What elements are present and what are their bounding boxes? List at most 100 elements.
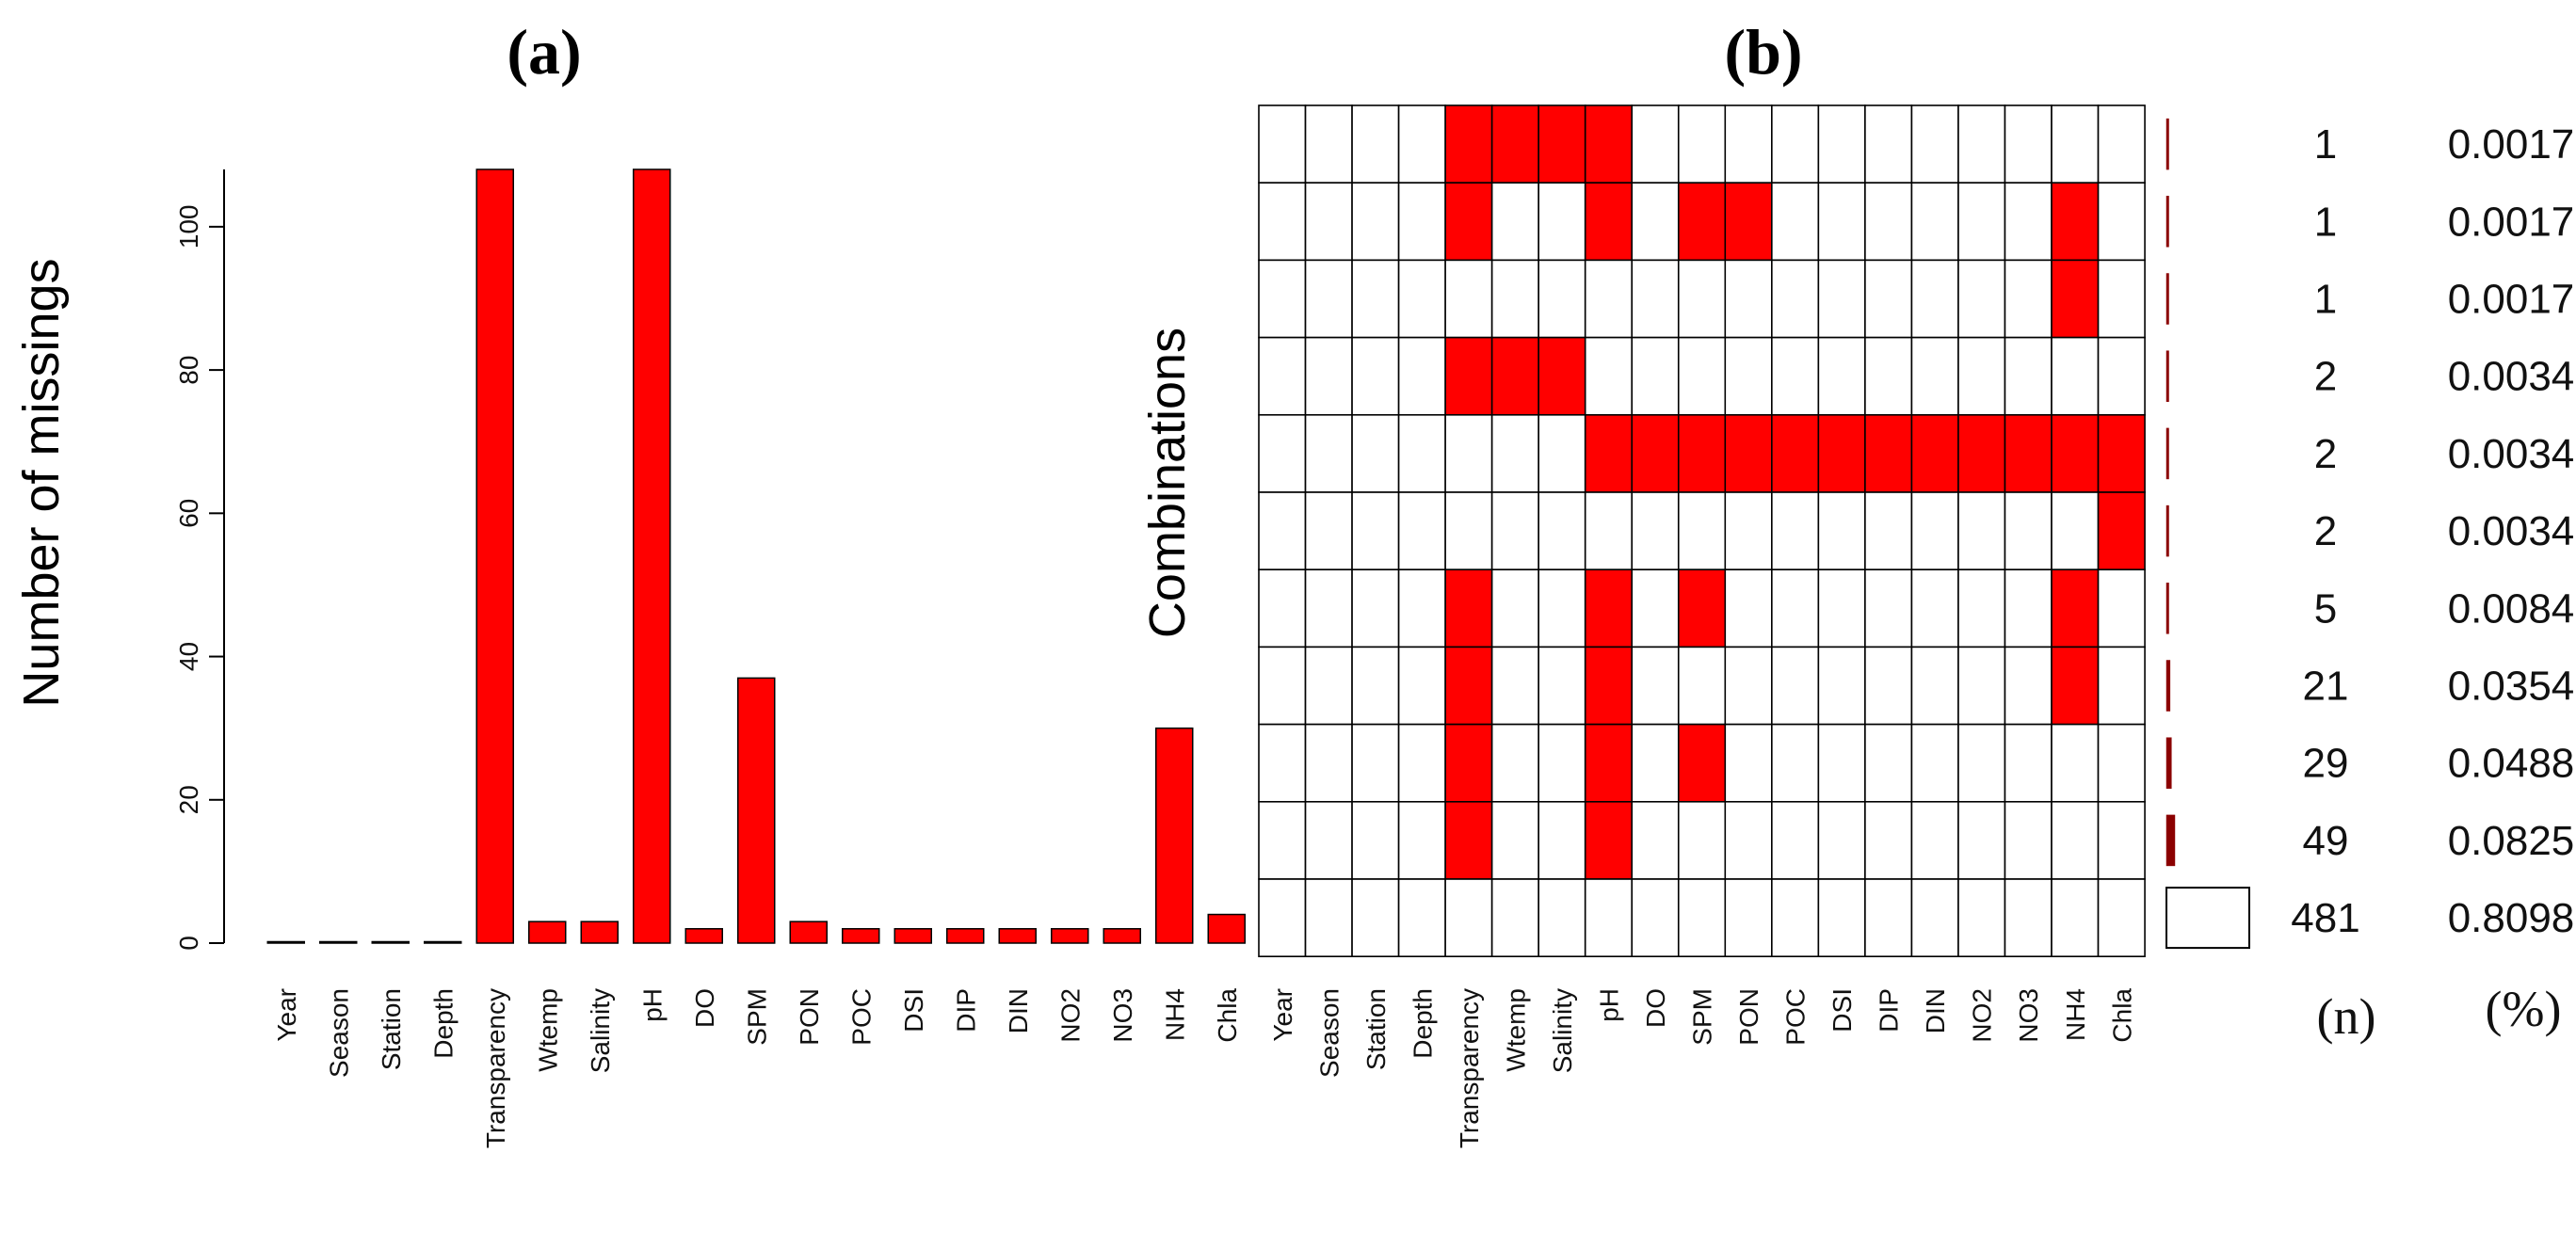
- present-cell: [2097, 646, 2146, 726]
- category-label: Year: [272, 988, 301, 1042]
- present-cell: [1538, 491, 1586, 570]
- percent-label: 0.0034: [2448, 431, 2575, 477]
- present-cell: [1258, 104, 1307, 184]
- present-cell: [2004, 491, 2053, 570]
- present-cell: [1817, 491, 1866, 570]
- present-cell: [1258, 568, 1307, 649]
- missing-cell: [1490, 104, 1539, 184]
- percent-column-header: (%): [2486, 981, 2562, 1037]
- present-cell: [1538, 646, 1586, 726]
- present-cell: [1677, 491, 1727, 570]
- present-cell: [1864, 646, 1913, 726]
- present-cell: [1864, 336, 1913, 416]
- present-cell: [1397, 568, 1446, 649]
- count-bar: [2165, 273, 2169, 325]
- present-cell: [2097, 800, 2146, 880]
- present-cell: [1490, 646, 1539, 726]
- missing-cell: [1817, 413, 1866, 493]
- variable-label: PON: [1734, 988, 1763, 1046]
- category-label: Station: [377, 988, 406, 1070]
- present-cell: [1258, 723, 1307, 803]
- count-label: 1: [2314, 277, 2337, 323]
- y-axis-label: Number of missings: [13, 258, 70, 707]
- missing-cell: [1584, 800, 1634, 880]
- present-cell: [1957, 723, 2006, 803]
- count-bar: [2165, 118, 2169, 170]
- percent-label: 0.8098: [2448, 895, 2575, 941]
- present-cell: [1444, 259, 1493, 339]
- present-cell: [1304, 182, 1353, 262]
- variable-label: Wtemp: [1501, 988, 1530, 1072]
- category-label: pH: [637, 988, 667, 1022]
- present-cell: [1724, 568, 1773, 649]
- present-cell: [1957, 104, 2006, 184]
- present-cell: [1817, 800, 1866, 880]
- bar-pon: [789, 921, 828, 944]
- present-cell: [1304, 800, 1353, 880]
- present-cell: [2004, 568, 2053, 649]
- count-label: 1: [2314, 121, 2337, 168]
- missing-cell: [1538, 336, 1586, 416]
- variable-label: Station: [1361, 988, 1391, 1070]
- present-cell: [1351, 104, 1400, 184]
- present-cell: [1677, 259, 1727, 339]
- present-cell: [1397, 646, 1446, 726]
- missing-cell: [2051, 182, 2100, 262]
- bar-dip: [946, 928, 985, 944]
- bar-transparency: [475, 168, 514, 944]
- present-cell: [1584, 336, 1634, 416]
- present-cell: [2051, 491, 2100, 570]
- present-cell: [1397, 491, 1446, 570]
- present-cell: [1864, 568, 1913, 649]
- percent-label: 0.0017: [2448, 199, 2575, 245]
- present-cell: [1724, 104, 1773, 184]
- present-cell: [1397, 182, 1446, 262]
- variable-label: NH4: [2061, 988, 2090, 1041]
- missing-cell: [1584, 413, 1634, 493]
- present-cell: [1444, 413, 1493, 493]
- present-cell: [1631, 800, 1680, 880]
- count-bar: [2165, 660, 2171, 712]
- bar-salinity: [580, 921, 619, 944]
- combination-grid: [1258, 104, 2146, 957]
- present-cell: [1538, 568, 1586, 649]
- percent-label: 0.0017: [2448, 277, 2575, 323]
- present-cell: [1631, 491, 1680, 570]
- present-cell: [1864, 723, 1913, 803]
- count-label: 2: [2314, 354, 2337, 400]
- present-cell: [1631, 336, 1680, 416]
- present-cell: [1910, 491, 1959, 570]
- present-cell: [2004, 182, 2053, 262]
- present-cell: [1538, 878, 1586, 957]
- present-cell: [1817, 336, 1866, 416]
- present-cell: [1397, 104, 1446, 184]
- percent-label: 0.0017: [2448, 121, 2575, 168]
- present-cell: [2004, 259, 2053, 339]
- category-label: POC: [846, 988, 876, 1046]
- present-cell: [1771, 259, 1820, 339]
- variable-label: NO2: [1968, 988, 1997, 1043]
- y-tick-label: 80: [174, 356, 203, 385]
- missing-cell: [1444, 568, 1493, 649]
- present-cell: [2097, 259, 2146, 339]
- present-cell: [1771, 878, 1820, 957]
- present-cell: [1584, 491, 1634, 570]
- present-cell: [1258, 413, 1307, 493]
- category-label: Wtemp: [533, 988, 562, 1072]
- variable-label: Year: [1268, 988, 1297, 1042]
- present-cell: [1957, 491, 2006, 570]
- present-cell: [2051, 104, 2100, 184]
- present-cell: [1771, 568, 1820, 649]
- present-cell: [1817, 104, 1866, 184]
- count-bar: [2165, 196, 2169, 248]
- present-cell: [1724, 646, 1773, 726]
- present-cell: [2004, 878, 2053, 957]
- present-cell: [1677, 800, 1727, 880]
- present-cell: [1957, 646, 2006, 726]
- present-cell: [1677, 878, 1727, 957]
- present-cell: [1538, 413, 1586, 493]
- present-cell: [1817, 723, 1866, 803]
- count-label: 49: [2303, 818, 2349, 864]
- bar-no3: [1103, 928, 1141, 944]
- y-tick-label: 60: [174, 499, 203, 528]
